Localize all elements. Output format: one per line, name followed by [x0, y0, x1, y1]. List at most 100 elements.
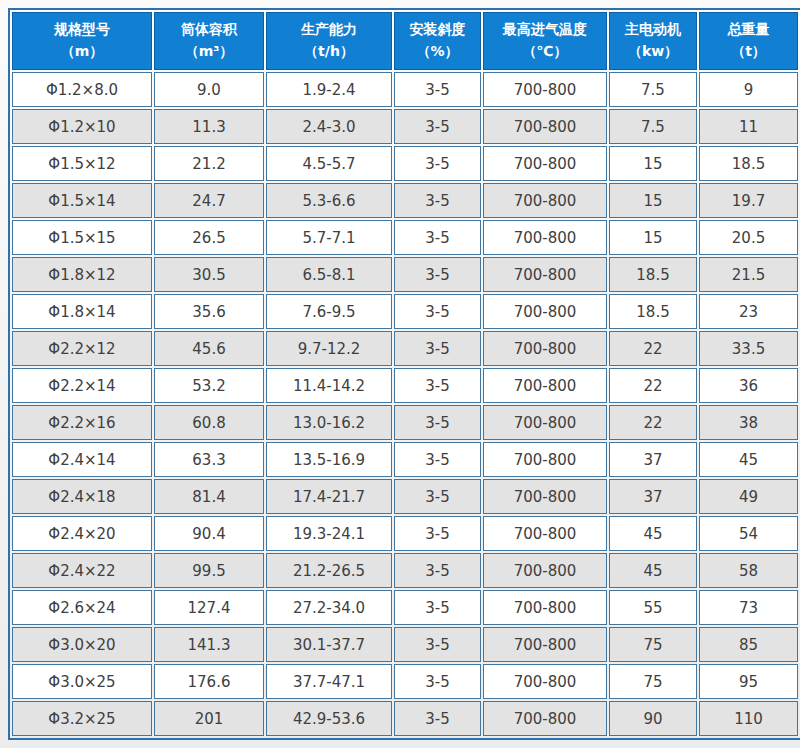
- table-cell: 5.3-6.6: [266, 183, 392, 218]
- table-cell: 3-5: [394, 183, 481, 218]
- column-unit: （%）: [397, 41, 478, 63]
- column-header-max-inlet-temp: 最高进气温度 （℃）: [483, 12, 607, 70]
- table-cell: 30.1-37.7: [266, 627, 392, 662]
- table-cell: 700-800: [483, 368, 607, 403]
- table-cell: 21.2-26.5: [266, 553, 392, 588]
- table-cell: 3-5: [394, 627, 481, 662]
- table-cell: 5.7-7.1: [266, 220, 392, 255]
- table-cell: 45: [609, 553, 697, 588]
- table-cell: 73: [699, 590, 798, 625]
- table-cell: 45: [609, 516, 697, 551]
- table-cell: 60.8: [154, 405, 264, 440]
- table-row: Φ1.5×1424.75.3-6.63-5700-8001519.7: [12, 183, 798, 218]
- column-label: 安装斜度: [397, 19, 478, 41]
- table-row: Φ1.5×1526.55.7-7.13-5700-8001520.5: [12, 220, 798, 255]
- table-cell: 700-800: [483, 442, 607, 477]
- table-cell: 33.5: [699, 331, 798, 366]
- spec-table: 规格型号 （m） 筒体容积 （m³） 生产能力 （t/h） 安装斜度 （%） 最…: [8, 8, 800, 740]
- table-cell: 6.5-8.1: [266, 257, 392, 292]
- column-unit: （m³）: [157, 41, 261, 63]
- table-cell: 11: [699, 109, 798, 144]
- table-cell: 45: [699, 442, 798, 477]
- column-unit: （t）: [702, 41, 795, 63]
- table-cell: 85: [699, 627, 798, 662]
- table-cell: 95: [699, 664, 798, 699]
- table-cell: Φ1.5×12: [12, 146, 152, 181]
- table-cell: 24.7: [154, 183, 264, 218]
- table-row: Φ2.2×1660.813.0-16.23-5700-8002238: [12, 405, 798, 440]
- table-row: Φ1.2×1011.32.4-3.03-5700-8007.511: [12, 109, 798, 144]
- table-cell: 21.5: [699, 257, 798, 292]
- spec-table-header: 规格型号 （m） 筒体容积 （m³） 生产能力 （t/h） 安装斜度 （%） 最…: [12, 12, 798, 70]
- table-cell: 35.6: [154, 294, 264, 329]
- table-cell: 3-5: [394, 664, 481, 699]
- table-cell: 21.2: [154, 146, 264, 181]
- column-header-cylinder-volume: 筒体容积 （m³）: [154, 12, 264, 70]
- table-cell: Φ2.2×14: [12, 368, 152, 403]
- column-header-slope: 安装斜度 （%）: [394, 12, 481, 70]
- table-cell: 75: [609, 627, 697, 662]
- table-cell: 49: [699, 479, 798, 514]
- table-cell: 13.0-16.2: [266, 405, 392, 440]
- table-cell: 201: [154, 701, 264, 736]
- table-row: Φ1.8×1230.56.5-8.13-5700-80018.521.5: [12, 257, 798, 292]
- table-cell: 176.6: [154, 664, 264, 699]
- table-row: Φ3.0×20141.330.1-37.73-5700-8007585: [12, 627, 798, 662]
- table-cell: 110: [699, 701, 798, 736]
- column-label: 筒体容积: [157, 19, 261, 41]
- table-cell: 18.5: [609, 257, 697, 292]
- column-unit: （kw）: [612, 41, 694, 63]
- column-label: 规格型号: [15, 19, 149, 41]
- table-row: Φ3.0×25176.637.7-47.13-5700-8007595: [12, 664, 798, 699]
- column-label: 主电动机: [612, 19, 694, 41]
- table-cell: 700-800: [483, 183, 607, 218]
- table-cell: 7.6-9.5: [266, 294, 392, 329]
- table-cell: 3-5: [394, 553, 481, 588]
- table-cell: 3-5: [394, 220, 481, 255]
- column-unit: （℃）: [486, 41, 604, 63]
- table-cell: 54: [699, 516, 798, 551]
- table-cell: Φ2.4×14: [12, 442, 152, 477]
- table-cell: 11.3: [154, 109, 264, 144]
- table-cell: 90: [609, 701, 697, 736]
- table-cell: 700-800: [483, 294, 607, 329]
- table-row: Φ2.2×1453.211.4-14.23-5700-8002236: [12, 368, 798, 403]
- table-cell: 700-800: [483, 72, 607, 107]
- table-cell: 700-800: [483, 627, 607, 662]
- table-cell: Φ2.4×20: [12, 516, 152, 551]
- table-row: Φ3.2×2520142.9-53.63-5700-80090110: [12, 701, 798, 736]
- table-cell: 7.5: [609, 109, 697, 144]
- table-cell: 15: [609, 220, 697, 255]
- table-cell: Φ1.2×8.0: [12, 72, 152, 107]
- table-cell: 3-5: [394, 257, 481, 292]
- table-cell: 3-5: [394, 479, 481, 514]
- table-cell: 700-800: [483, 331, 607, 366]
- table-cell: 18.5: [609, 294, 697, 329]
- table-cell: 38: [699, 405, 798, 440]
- table-cell: 42.9-53.6: [266, 701, 392, 736]
- table-cell: 3-5: [394, 109, 481, 144]
- table-cell: 81.4: [154, 479, 264, 514]
- table-cell: 58: [699, 553, 798, 588]
- table-cell: 53.2: [154, 368, 264, 403]
- table-cell: 11.4-14.2: [266, 368, 392, 403]
- column-label: 生产能力: [269, 19, 389, 41]
- table-row: Φ2.4×2090.419.3-24.13-5700-8004554: [12, 516, 798, 551]
- table-row: Φ2.4×1881.417.4-21.73-5700-8003749: [12, 479, 798, 514]
- table-row: Φ2.4×2299.521.2-26.53-5700-8004558: [12, 553, 798, 588]
- table-cell: 3-5: [394, 516, 481, 551]
- table-cell: 22: [609, 405, 697, 440]
- table-cell: 37: [609, 479, 697, 514]
- table-cell: 3-5: [394, 368, 481, 403]
- table-cell: 141.3: [154, 627, 264, 662]
- table-cell: 700-800: [483, 701, 607, 736]
- table-row: Φ2.6×24127.427.2-34.03-5700-8005573: [12, 590, 798, 625]
- table-cell: 700-800: [483, 257, 607, 292]
- spec-table-container: 规格型号 （m） 筒体容积 （m³） 生产能力 （t/h） 安装斜度 （%） 最…: [0, 0, 800, 748]
- table-cell: Φ2.4×18: [12, 479, 152, 514]
- table-cell: 37.7-47.1: [266, 664, 392, 699]
- table-cell: Φ3.0×25: [12, 664, 152, 699]
- table-cell: Φ1.8×14: [12, 294, 152, 329]
- table-cell: 90.4: [154, 516, 264, 551]
- table-cell: Φ2.2×12: [12, 331, 152, 366]
